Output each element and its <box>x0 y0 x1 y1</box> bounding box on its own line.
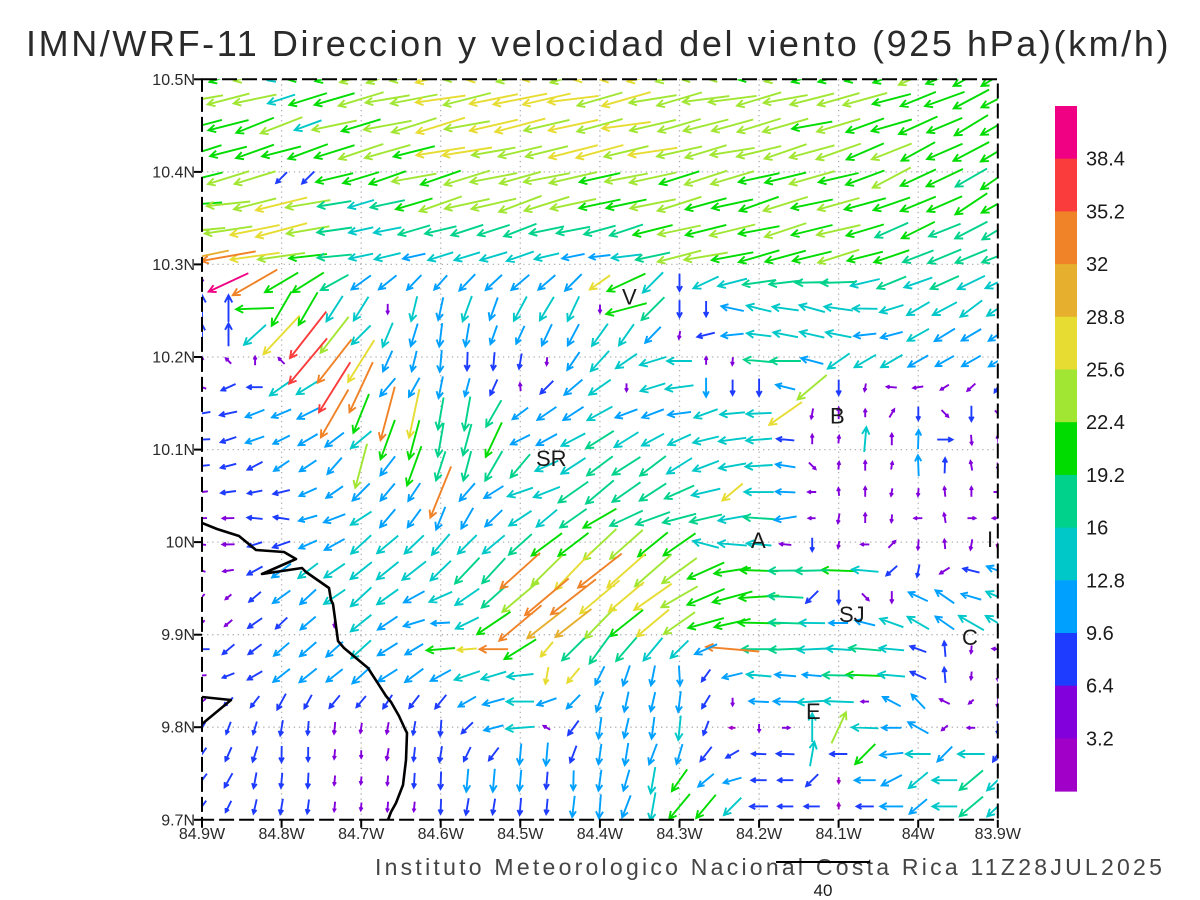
svg-text:9.8N: 9.8N <box>161 720 195 737</box>
svg-text:84.9W: 84.9W <box>179 826 226 843</box>
svg-text:83.9W: 83.9W <box>975 826 1022 843</box>
svg-text:SJ: SJ <box>839 602 865 627</box>
svg-text:84.3W: 84.3W <box>656 826 703 843</box>
svg-text:16: 16 <box>1086 518 1108 540</box>
svg-text:SR: SR <box>536 446 567 471</box>
svg-text:Instituto Meteorologico Nacion: Instituto Meteorologico Nacional Costa R… <box>375 854 1165 880</box>
svg-text:19.2: 19.2 <box>1086 465 1125 487</box>
svg-text:25.6: 25.6 <box>1086 360 1125 382</box>
svg-text:28.8: 28.8 <box>1086 307 1125 329</box>
svg-text:10.2N: 10.2N <box>152 350 195 367</box>
svg-text:84.8W: 84.8W <box>258 826 305 843</box>
svg-text:10.1N: 10.1N <box>152 442 195 459</box>
svg-text:6.4: 6.4 <box>1086 676 1114 698</box>
svg-text:B: B <box>830 404 845 429</box>
svg-text:84.6W: 84.6W <box>418 826 465 843</box>
svg-text:10.5N: 10.5N <box>152 72 195 89</box>
svg-text:9.9N: 9.9N <box>161 627 195 644</box>
svg-text:10.4N: 10.4N <box>152 164 195 181</box>
svg-text:10N: 10N <box>166 535 195 552</box>
svg-text:9.6: 9.6 <box>1086 623 1114 645</box>
svg-text:84.5W: 84.5W <box>497 826 544 843</box>
svg-text:84.4W: 84.4W <box>577 826 624 843</box>
svg-text:84.7W: 84.7W <box>338 826 385 843</box>
svg-text:38.4: 38.4 <box>1086 149 1125 171</box>
svg-text:I: I <box>987 527 993 552</box>
svg-text:12.8: 12.8 <box>1086 570 1125 592</box>
svg-text:84W: 84W <box>902 826 936 843</box>
svg-text:32: 32 <box>1086 254 1108 276</box>
svg-text:84.1W: 84.1W <box>815 826 862 843</box>
svg-text:C: C <box>962 625 978 650</box>
svg-text:10.3N: 10.3N <box>152 257 195 274</box>
svg-text:E: E <box>806 699 821 724</box>
svg-text:40: 40 <box>814 881 833 900</box>
svg-text:22.4: 22.4 <box>1086 412 1125 434</box>
svg-text:V: V <box>622 285 637 310</box>
svg-text:3.2: 3.2 <box>1086 728 1114 750</box>
svg-text:84.2W: 84.2W <box>736 826 783 843</box>
svg-text:9.7N: 9.7N <box>161 812 195 829</box>
svg-text:A: A <box>751 528 766 553</box>
svg-text:IMN/WRF-11 Direccion y velocid: IMN/WRF-11 Direccion y velocidad del vie… <box>26 23 1171 64</box>
svg-text:35.2: 35.2 <box>1086 201 1125 223</box>
